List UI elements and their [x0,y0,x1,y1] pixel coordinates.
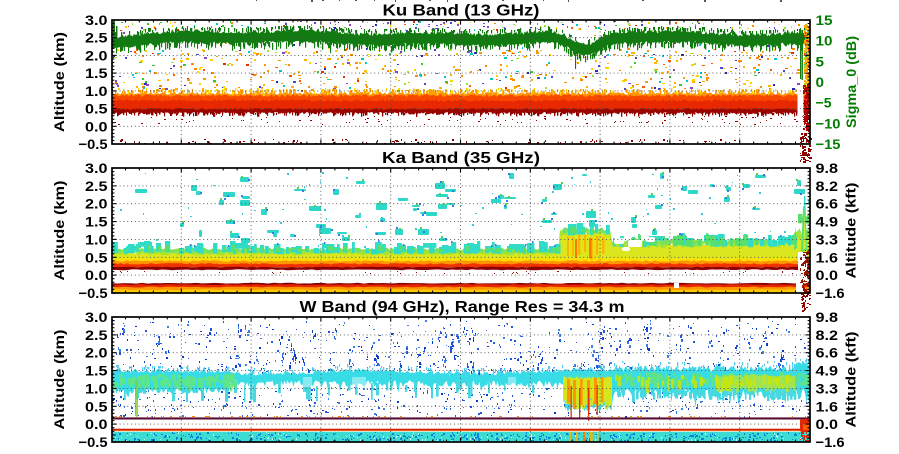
svg-text:4.9: 4.9 [816,363,839,379]
svg-text:−1.6: −1.6 [816,434,845,450]
svg-text:0: 0 [816,74,825,90]
svg-text:5: 5 [816,53,825,69]
svg-text:3.0: 3.0 [85,12,108,28]
svg-text:0.0: 0.0 [816,416,839,432]
svg-text:4.9: 4.9 [816,214,839,230]
svg-text:W Band (94 GHz), Range Res = 3: W Band (94 GHz), Range Res = 34.3 m [300,299,625,316]
svg-text:8.2: 8.2 [816,327,839,343]
svg-text:−10: −10 [816,115,841,131]
svg-text:2.0: 2.0 [85,196,108,212]
svg-text:−0.5: −0.5 [79,434,108,450]
svg-text:2.0: 2.0 [85,345,108,361]
svg-text:Sigma_0 (dB): Sigma_0 (dB) [843,36,859,128]
svg-text:3.0: 3.0 [85,160,108,176]
svg-text:0.0: 0.0 [85,267,108,283]
svg-text:0.0: 0.0 [816,267,839,283]
svg-text:Ku Band (13 GHz): Ku Band (13 GHz) [383,3,540,20]
svg-text:1.0: 1.0 [85,231,108,247]
svg-text:−15: −15 [816,136,841,152]
svg-text:8.2: 8.2 [816,178,839,194]
svg-text:15: 15 [816,12,833,28]
svg-text:3.0: 3.0 [85,309,108,325]
svg-text:3.3: 3.3 [816,380,839,396]
svg-text:Altitude (km): Altitude (km) [51,32,67,132]
svg-text:0.5: 0.5 [85,249,108,265]
svg-text:Altitude (km): Altitude (km) [51,181,67,281]
svg-text:Altitude (kft): Altitude (kft) [843,183,859,279]
svg-text:−0.5: −0.5 [79,285,108,301]
svg-text:1.5: 1.5 [85,363,108,379]
svg-text:0.5: 0.5 [85,398,108,414]
svg-text:2.5: 2.5 [85,327,108,343]
svg-text:9.8: 9.8 [816,160,839,176]
svg-text:0.0: 0.0 [85,416,108,432]
svg-text:2.5: 2.5 [85,178,108,194]
svg-text:Ka Band (35 GHz): Ka Band (35 GHz) [382,150,540,167]
svg-text:1.0: 1.0 [85,380,108,396]
svg-text:2.0: 2.0 [85,47,108,63]
svg-text:6.6: 6.6 [816,196,839,212]
svg-text:−0.5: −0.5 [79,136,108,152]
svg-text:3.3: 3.3 [816,231,839,247]
svg-text:1.0: 1.0 [85,83,108,99]
svg-text:Altitude (km): Altitude (km) [51,330,67,430]
svg-text:−1.6: −1.6 [816,285,845,301]
svg-text:1.6: 1.6 [816,398,839,414]
svg-text:9.8: 9.8 [816,309,839,325]
svg-text:1.6: 1.6 [816,249,839,265]
svg-text:10: 10 [816,33,833,49]
svg-text:2.5: 2.5 [85,30,108,46]
svg-text:−5: −5 [816,95,832,111]
svg-text:0.0: 0.0 [85,118,108,134]
svg-text:1.5: 1.5 [85,65,108,81]
svg-text:0.5: 0.5 [85,101,108,117]
svg-text:Altitude (kft): Altitude (kft) [843,332,859,428]
svg-text:6.6: 6.6 [816,345,839,361]
svg-text:1.5: 1.5 [85,214,108,230]
